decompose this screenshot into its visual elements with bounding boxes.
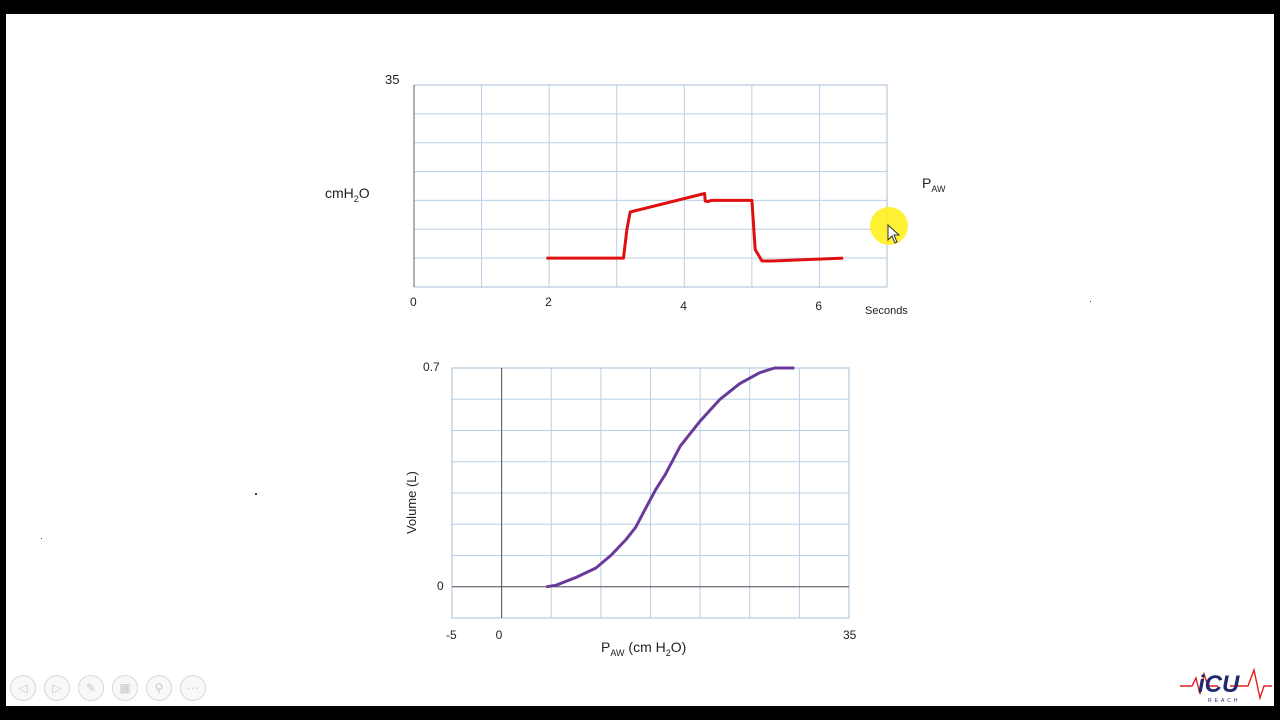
slides-icon[interactable]: ▦	[112, 675, 138, 701]
x-tick-label: 2	[545, 295, 552, 309]
x-tick-label: -5	[446, 628, 457, 642]
x-tick-label: 6	[815, 299, 823, 313]
x-tick-label: 0	[410, 295, 417, 309]
speck	[1090, 301, 1091, 302]
pressure-series-line	[546, 192, 844, 263]
volume-series-line	[546, 366, 795, 589]
pressure-time-chart	[413, 84, 888, 288]
slideshow-toolbar: ◁ ▷ ✎ ▦ ⚲ ⋯	[10, 675, 206, 701]
next-icon[interactable]: ▷	[44, 675, 70, 701]
x-tick-label: 35	[843, 628, 857, 642]
icu-reach-logo: iCU REACH	[1180, 667, 1272, 704]
volume-pressure-chart	[451, 366, 850, 619]
plot-frame	[451, 367, 850, 619]
prev-icon[interactable]: ◁	[10, 675, 36, 701]
y-tick-label: 0.7	[423, 360, 440, 374]
speck	[255, 493, 257, 495]
x-axis-label: Seconds	[865, 305, 908, 317]
y-max-label: 35	[385, 72, 400, 87]
svg-text:REACH: REACH	[1208, 698, 1241, 704]
x-axis-label-paw: PAW (cm H2O)	[601, 639, 687, 658]
y-axis-label-volume: Volume (L)	[404, 471, 419, 534]
x-tick-label: 4	[680, 299, 687, 313]
pen-icon[interactable]: ✎	[78, 675, 104, 701]
speck	[41, 538, 42, 539]
more-icon[interactable]: ⋯	[180, 675, 206, 701]
slide: 35 cmH2O PAW Seconds 0 2 4 6 Volume (L) PAW…	[6, 14, 1274, 706]
series-label: PAW	[922, 175, 946, 194]
x-tick-label: 0	[495, 628, 503, 642]
y-axis-label: cmH2O	[325, 185, 370, 204]
mouse-pointer-icon	[887, 224, 901, 244]
svg-text:iCU: iCU	[1198, 671, 1240, 698]
y-tick-label: 0	[437, 578, 444, 593]
zoom-icon[interactable]: ⚲	[146, 675, 172, 701]
